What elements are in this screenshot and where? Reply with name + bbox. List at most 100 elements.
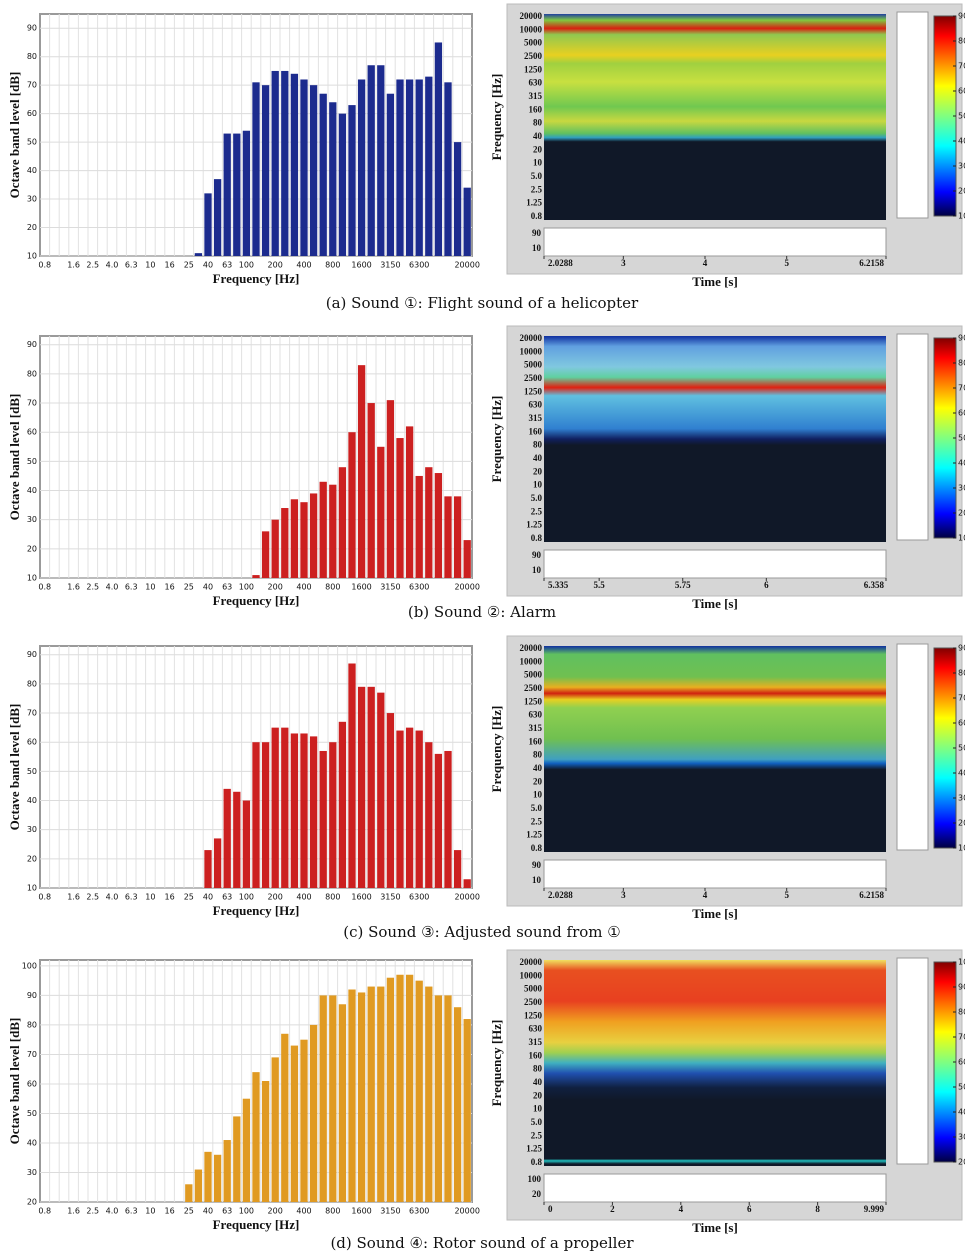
colorbar-tick-label: 60 xyxy=(958,1058,965,1067)
bar xyxy=(348,105,356,256)
y-tick-label: 10 xyxy=(533,790,543,800)
bar xyxy=(223,133,231,256)
bar xyxy=(444,496,452,578)
y-tick-label: 315 xyxy=(529,91,543,101)
y-tick-label: 10000 xyxy=(520,24,543,34)
y-tick-label: 60 xyxy=(27,738,37,747)
colorbar xyxy=(933,961,957,1163)
colorbar-tick-label: 30 xyxy=(958,1133,965,1142)
bar xyxy=(242,1098,251,1202)
bar xyxy=(444,750,452,888)
x-tick-label: 3 xyxy=(621,890,626,900)
spectrogram-image xyxy=(544,336,886,542)
bar xyxy=(281,508,289,578)
bar xyxy=(415,475,423,578)
bar xyxy=(261,85,270,256)
colorbar-tick-label: 90 xyxy=(958,644,965,653)
x-tick-label: 2.5 xyxy=(86,583,99,592)
x-tick-label: 6.358 xyxy=(864,580,885,590)
x-tick-label: 2.5 xyxy=(86,261,99,270)
x-tick-label: 5.75 xyxy=(675,580,691,590)
colorbar-tick-label: 40 xyxy=(958,1108,965,1117)
x-tick-label: 63 xyxy=(222,583,232,592)
x-tick-label: 2.0288 xyxy=(548,890,573,900)
y-tick-label: 315 xyxy=(529,1037,543,1047)
bar xyxy=(338,721,347,888)
y-tick-label: 30 xyxy=(27,825,37,834)
level-tick-label: 20 xyxy=(532,1189,542,1199)
bar xyxy=(348,989,356,1202)
level-box xyxy=(543,549,887,579)
y-tick-label: 30 xyxy=(27,195,37,204)
y-tick-label: 90 xyxy=(27,24,37,33)
y-tick-label: 20000 xyxy=(520,643,543,653)
y-tick-label: 80 xyxy=(533,1064,543,1074)
y-axis-title: Octave band level [dB] xyxy=(7,394,22,521)
colorbar-tick-label: 60 xyxy=(958,87,965,96)
y-tick-label: 5000 xyxy=(524,360,543,370)
y-tick-label: 160 xyxy=(529,104,543,114)
x-tick-label: 0.8 xyxy=(38,1207,51,1216)
x-tick-label: 1.6 xyxy=(67,261,80,270)
bar xyxy=(252,82,260,257)
colorbar-tick-label: 80 xyxy=(958,1008,965,1017)
colorbar xyxy=(933,15,957,217)
x-tick-label: 3150 xyxy=(380,583,400,592)
bar xyxy=(415,730,423,888)
bar xyxy=(338,467,347,578)
y-tick-label: 50 xyxy=(27,1109,37,1118)
bar xyxy=(252,1072,260,1202)
y-tick-label: 1.25 xyxy=(526,198,542,208)
x-tick-label: 400 xyxy=(296,893,311,902)
y-tick-label: 20000 xyxy=(520,957,543,967)
bar xyxy=(357,365,366,578)
colorbar-tick-label: 80 xyxy=(958,359,965,368)
bar xyxy=(281,727,289,888)
bar xyxy=(396,974,404,1202)
x-tick-label: 200 xyxy=(268,1207,283,1216)
x-tick-label: 10 xyxy=(145,893,155,902)
bar xyxy=(425,742,433,888)
x-tick-label: 6 xyxy=(764,580,769,590)
x-tick-label: 4 xyxy=(679,1204,684,1214)
y-tick-label: 1.25 xyxy=(526,520,542,530)
y-axis-title: Frequency [Hz] xyxy=(489,1020,504,1107)
x-tick-label: 4 xyxy=(703,890,708,900)
bar xyxy=(281,1033,289,1202)
x-tick-label: 3150 xyxy=(380,261,400,270)
x-axis-title: Frequency [Hz] xyxy=(213,903,300,918)
x-tick-label: 100 xyxy=(239,1207,254,1216)
colorbar-tick-label: 70 xyxy=(958,694,965,703)
x-tick-label: 400 xyxy=(296,583,311,592)
y-tick-label: 2500 xyxy=(524,683,543,693)
y-tick-label: 1.25 xyxy=(526,830,542,840)
colorbar-tick-label: 30 xyxy=(958,794,965,803)
bar xyxy=(233,133,241,256)
y-axis-title: Octave band level [dB] xyxy=(7,704,22,831)
colorbar-tick-label: 80 xyxy=(958,669,965,678)
y-tick-label: 40 xyxy=(27,796,37,805)
x-tick-label: 63 xyxy=(222,1207,232,1216)
bar xyxy=(377,692,385,888)
colorbar-tick-label: 10 xyxy=(958,844,965,853)
side-box xyxy=(896,643,929,851)
bar xyxy=(415,980,423,1202)
y-tick-label: 40 xyxy=(533,453,543,463)
y-tick-label: 2.5 xyxy=(531,506,543,516)
bar xyxy=(425,986,433,1202)
bar xyxy=(444,995,452,1202)
x-tick-label: 25 xyxy=(184,583,194,592)
bar xyxy=(357,686,366,888)
y-tick-label: 5000 xyxy=(524,670,543,680)
y-tick-label: 50 xyxy=(27,767,37,776)
y-tick-label: 2.5 xyxy=(531,184,543,194)
x-tick-label: 10 xyxy=(145,583,155,592)
colorbar-tick-label: 70 xyxy=(958,62,965,71)
side-box xyxy=(896,333,929,541)
y-tick-label: 5.0 xyxy=(531,493,543,503)
bar xyxy=(204,850,212,888)
y-axis-title: Frequency [Hz] xyxy=(489,706,504,793)
colorbar-tick-label: 50 xyxy=(958,434,965,443)
bar xyxy=(396,730,404,888)
y-tick-label: 5.0 xyxy=(531,803,543,813)
